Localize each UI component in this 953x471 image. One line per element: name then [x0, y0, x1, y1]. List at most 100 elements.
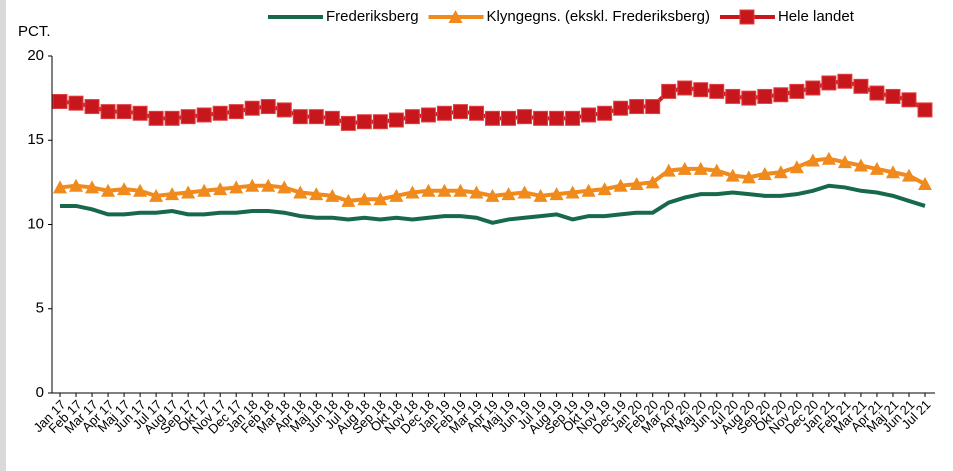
data-point [277, 180, 292, 194]
data-point [116, 104, 132, 120]
data-point [469, 185, 484, 199]
legend-marker [739, 9, 755, 25]
data-point [420, 107, 436, 123]
data-point [261, 178, 276, 192]
data-point [613, 178, 628, 192]
data-point [741, 170, 756, 184]
data-point [885, 88, 901, 104]
data-point [789, 160, 804, 174]
data-point [132, 105, 148, 121]
data-point [597, 182, 612, 196]
data-point [821, 75, 837, 91]
data-point [308, 109, 324, 125]
data-point [245, 178, 260, 192]
data-point [180, 109, 196, 125]
data-point [501, 187, 516, 201]
data-point [292, 109, 308, 125]
data-point [213, 182, 228, 196]
data-point [340, 115, 356, 131]
y-tick-label: 0 [36, 384, 44, 401]
data-point [629, 99, 645, 115]
data-point [405, 185, 420, 199]
y-tick-label: 15 [27, 131, 44, 148]
data-point [485, 110, 500, 126]
data-point [741, 90, 757, 106]
data-point [853, 78, 869, 94]
data-point [164, 110, 180, 126]
y-tick-label: 5 [36, 300, 44, 317]
data-point [517, 109, 533, 125]
data-point [452, 104, 468, 120]
data-point [100, 104, 116, 120]
data-point [677, 161, 692, 175]
data-point [837, 73, 853, 89]
data-point [228, 104, 244, 120]
data-point [869, 85, 885, 101]
data-point [901, 92, 917, 108]
data-point [725, 168, 740, 182]
data-point [645, 99, 661, 115]
data-point [85, 180, 100, 194]
data-point [853, 158, 868, 172]
data-point [661, 163, 676, 177]
data-point [325, 188, 340, 202]
data-point [324, 110, 340, 126]
data-point [837, 155, 852, 169]
data-point [244, 100, 260, 116]
data-point [501, 110, 517, 126]
data-point [869, 161, 884, 175]
data-point [645, 175, 660, 189]
data-point [389, 188, 404, 202]
legend-label: Hele landet [778, 8, 855, 25]
data-point [533, 110, 549, 126]
data-point [357, 192, 372, 206]
data-point [805, 153, 820, 167]
data-point [196, 107, 212, 123]
data-point [181, 185, 196, 199]
data-point [629, 177, 644, 191]
data-point [53, 180, 67, 194]
data-point [773, 165, 788, 179]
data-point [757, 88, 773, 104]
data-point [372, 114, 388, 130]
data-point [597, 105, 613, 121]
data-point [453, 183, 468, 197]
data-point [421, 183, 436, 197]
data-point [212, 105, 228, 121]
data-point [373, 192, 388, 206]
data-point [613, 100, 629, 116]
data-point [661, 83, 677, 99]
data-point [197, 183, 212, 197]
data-point [165, 187, 180, 201]
data-point [84, 99, 100, 115]
data-point [133, 183, 148, 197]
data-point [789, 83, 805, 99]
data-point [773, 87, 789, 103]
series-line [60, 183, 926, 225]
data-point [356, 114, 372, 130]
data-point [549, 187, 564, 201]
data-point [709, 83, 725, 99]
data-point [485, 188, 500, 202]
data-point [533, 188, 548, 202]
data-point [693, 82, 709, 98]
data-point [404, 109, 420, 125]
data-point [821, 151, 836, 165]
data-point [901, 168, 916, 182]
data-point [276, 102, 292, 118]
data-point [293, 185, 308, 199]
data-point [437, 183, 452, 197]
data-point [757, 166, 772, 180]
data-point [885, 165, 900, 179]
data-point [148, 110, 164, 126]
data-point [388, 112, 404, 128]
data-point [709, 163, 724, 177]
data-point [581, 183, 596, 197]
data-point [468, 105, 484, 121]
data-point [68, 95, 84, 111]
legend-marker [448, 10, 463, 23]
data-point [341, 193, 356, 207]
data-point [149, 188, 164, 202]
data-point [918, 177, 932, 191]
data-point [69, 178, 84, 192]
